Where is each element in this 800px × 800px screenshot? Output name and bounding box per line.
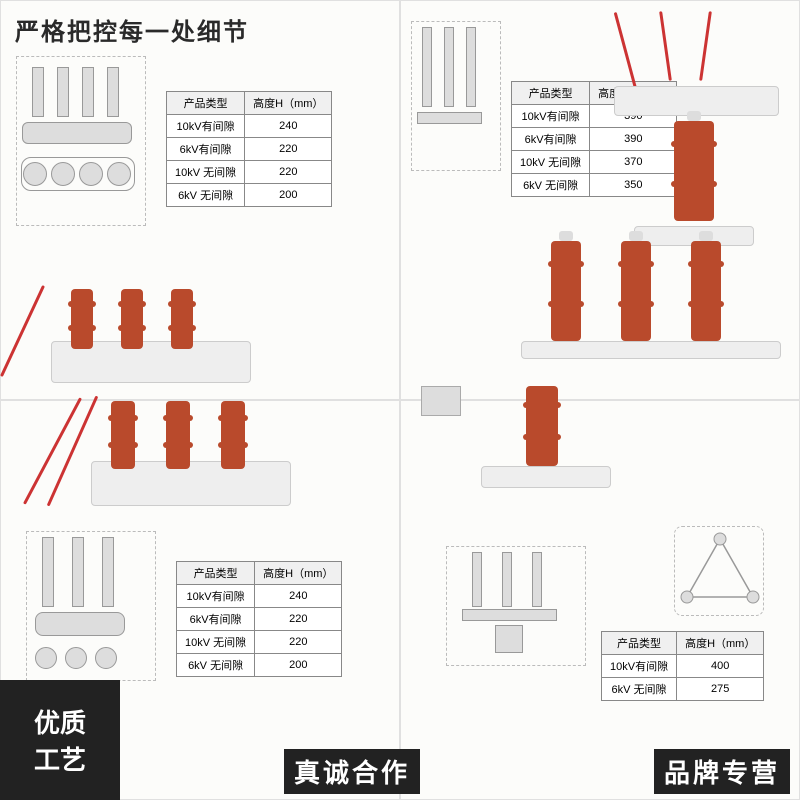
badge-brand: 品牌专营 (654, 749, 790, 794)
badge-line2: 工艺 (34, 740, 86, 777)
badge-quality: 优质 工艺 (0, 680, 120, 800)
spec-table-bl: 产品类型高度H（mm） 10kV有间隙240 6kV有间隙220 10kV 无间… (176, 561, 342, 677)
cell-top-left: 产品类型高度H（mm） 10kV有间隙240 6kV有间隙220 10kV 无间… (0, 0, 400, 400)
triangle-icon (675, 527, 765, 617)
th-height: 高度H（mm） (677, 632, 764, 655)
th-type: 产品类型 (602, 632, 677, 655)
schematic-tr (411, 21, 501, 171)
schematic-bl (26, 531, 156, 681)
badge-line1: 优质 (34, 703, 86, 740)
th-type: 产品类型 (177, 562, 255, 585)
th-type: 产品类型 (512, 82, 590, 105)
spec-table-br: 产品类型高度H（mm） 10kV有间隙400 6kV 无间隙275 (601, 631, 764, 701)
th-height: 高度H（mm） (255, 562, 342, 585)
table-row: 6kV有间隙220 (167, 138, 332, 161)
schematic-tl (16, 56, 146, 226)
th-height: 高度H（mm） (245, 92, 332, 115)
schematic-br (446, 546, 586, 666)
cell-top-right: 产品类型高度H（mm） 10kV有间隙390 6kV有间隙390 10kV 无间… (400, 0, 800, 400)
product-photo-br-top (421, 386, 721, 526)
table-row: 6kV 无间隙275 (602, 678, 764, 701)
badge-cooperate: 真诚合作 (284, 749, 420, 794)
table-row: 10kV有间隙240 (177, 585, 342, 608)
table-row: 6kV 无间隙200 (177, 654, 342, 677)
th-type: 产品类型 (167, 92, 245, 115)
spec-table-tl: 产品类型高度H（mm） 10kV有间隙240 6kV有间隙220 10kV 无间… (166, 91, 332, 207)
slogan-main: 严格把控每一处细节 (15, 12, 249, 47)
table-row: 10kV有间隙400 (602, 655, 764, 678)
product-photo-bl (41, 391, 291, 521)
product-photo-tl (11, 281, 261, 401)
catalog-grid: 产品类型高度H（mm） 10kV有间隙240 6kV有间隙220 10kV 无间… (0, 0, 800, 800)
table-row: 6kV有间隙220 (177, 608, 342, 631)
table-row: 6kV 无间隙200 (167, 184, 332, 207)
table-row: 10kV 无间隙220 (167, 161, 332, 184)
schematic-br-triangle (674, 526, 764, 616)
cell-bottom-right: 产品类型高度H（mm） 10kV有间隙400 6kV 无间隙275 (400, 400, 800, 800)
product-photo-tr2 (521, 241, 791, 401)
table-row: 10kV 无间隙220 (177, 631, 342, 654)
table-row: 10kV有间隙240 (167, 115, 332, 138)
